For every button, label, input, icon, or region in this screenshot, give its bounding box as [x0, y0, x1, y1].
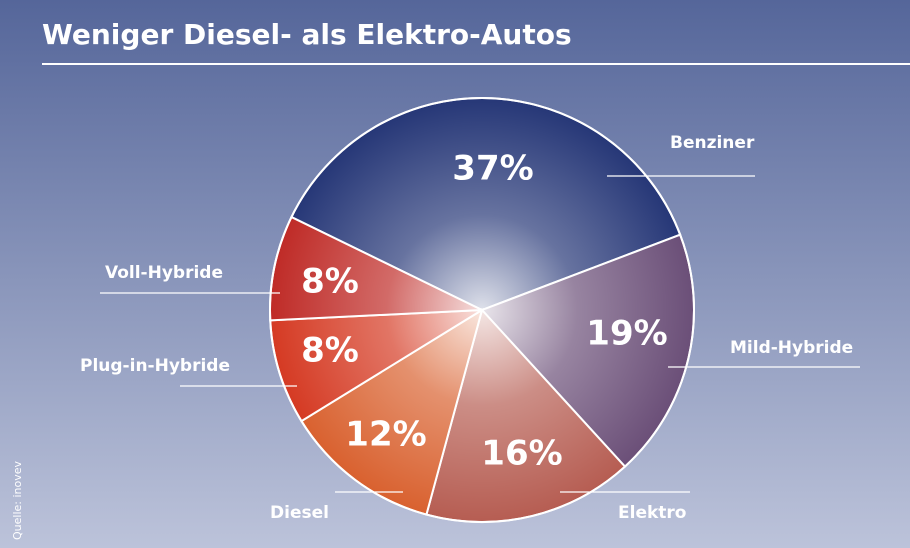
source: Quelle: inovev: [11, 460, 24, 540]
chart-title: Weniger Diesel- als Elektro-Autos: [42, 18, 572, 51]
category-label: Plug-in-Hybride: [80, 356, 230, 376]
category-label: Voll-Hybride: [105, 263, 223, 283]
value-label: 12%: [345, 415, 426, 455]
value-label: 16%: [481, 434, 562, 474]
pie-outline: [269, 97, 695, 523]
value-label: 8%: [301, 262, 359, 302]
category-label: Diesel: [270, 503, 329, 523]
value-label: 8%: [301, 331, 359, 371]
category-label: Benziner: [670, 133, 755, 153]
category-label: Elektro: [618, 503, 686, 523]
value-label: 19%: [586, 314, 667, 354]
value-label: 37%: [452, 149, 533, 189]
category-label: Mild-Hybride: [730, 338, 853, 358]
